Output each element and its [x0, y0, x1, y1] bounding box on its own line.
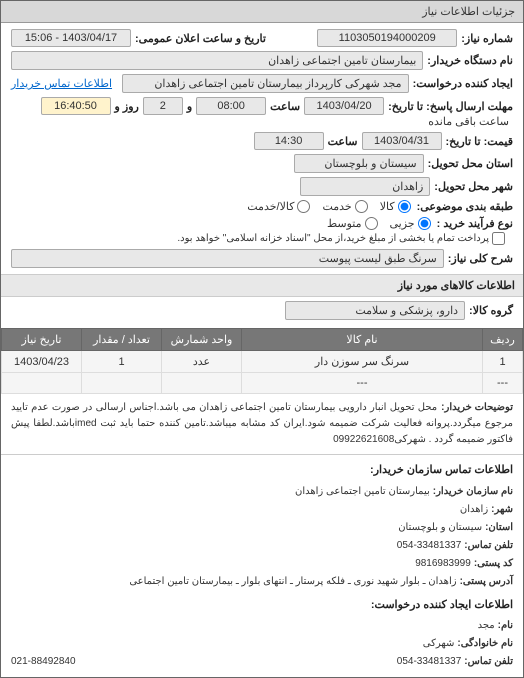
- process-mid-radio[interactable]: متوسط: [327, 217, 378, 230]
- org-contact-heading: اطلاعات تماس سازمان خریدار:: [11, 461, 513, 480]
- deadline-time-label: ساعت: [270, 100, 300, 113]
- form-block: شماره نیاز: 1103050194000209 تاریخ و ساع…: [1, 23, 523, 274]
- process-note-check[interactable]: پرداخت تمام یا بخشی از مبلغ خرید،از محل …: [177, 232, 505, 245]
- budget-goods-radio[interactable]: کالا: [380, 200, 411, 213]
- deadline-date: 1403/04/20: [304, 97, 384, 115]
- budget-goods-text: کالا: [380, 200, 395, 213]
- col-idx: ردیف: [483, 329, 523, 351]
- province-label: استان محل تحویل:: [428, 157, 513, 170]
- city-value: زاهدان: [300, 177, 430, 196]
- budget-type-label: طبقه بندی موضوعی:: [417, 200, 513, 213]
- org-name-label: نام سازمان خریدار:: [433, 486, 513, 497]
- org-phone: 33481337-054: [397, 540, 462, 551]
- announce-value: 1403/04/17 - 15:06: [11, 29, 131, 47]
- buyer-notes-label: توضیحات خریدار:: [441, 400, 513, 416]
- contact-block: اطلاعات تماس سازمان خریدار: نام سازمان خ…: [1, 454, 523, 677]
- buyer-notes-text: محل تحویل انبار دارویی بیمارستان تامین ا…: [11, 402, 513, 445]
- goods-section-title: اطلاعات کالاهای مورد نیاز: [1, 274, 523, 297]
- org-province-label: استان:: [485, 522, 513, 533]
- announce-label: تاریخ و ساعت اعلان عمومی:: [135, 32, 266, 45]
- org-post-label: کد پستی:: [474, 558, 513, 569]
- cell-blank: ---: [483, 373, 523, 394]
- process-label: نوع فرآیند خرید :: [437, 217, 513, 230]
- col-name: نام کالا: [242, 329, 483, 351]
- budget-service-text: خدمت: [322, 200, 351, 213]
- creator-value: مجد شهرکی کارپرداز بیمارستان تامین اجتما…: [122, 74, 409, 93]
- process-mid-text: متوسط: [327, 217, 362, 230]
- remain-and: و: [187, 100, 192, 113]
- contact-link[interactable]: اطلاعات تماس خریدار: [11, 77, 112, 90]
- goods-group-label: گروه کالا:: [469, 304, 513, 317]
- cell-idx: 1: [483, 351, 523, 373]
- col-qty: تعداد / مقدار: [82, 329, 162, 351]
- org-phone-label: تلفن تماس:: [464, 540, 513, 551]
- budget-goodsservice-text: کالا/خدمت: [247, 200, 294, 213]
- deadline-label: مهلت ارسال پاسخ: تا تاریخ:: [388, 100, 513, 113]
- col-unit: واحد شمارش: [162, 329, 242, 351]
- price-until-time-label: ساعت: [328, 135, 358, 148]
- req-no-label: شماره نیاز:: [461, 32, 513, 45]
- table-row: --- ---: [2, 373, 523, 394]
- budget-service-radio[interactable]: خدمت: [322, 200, 367, 213]
- remain-days: 2: [143, 97, 183, 115]
- cname: مجد: [478, 620, 495, 631]
- footer-phone: 021-88492840: [11, 653, 76, 670]
- price-until-date: 1403/04/31: [362, 132, 442, 150]
- cell-date: 1403/04/23: [2, 351, 82, 373]
- org-city: زاهدان: [460, 504, 488, 515]
- goods-group-value: دارو، پزشکی و سلامت: [285, 301, 465, 320]
- cell-unit: عدد: [162, 351, 242, 373]
- cell-blank: ---: [242, 373, 483, 394]
- process-note-text: پرداخت تمام یا بخشی از مبلغ خرید،از محل …: [177, 233, 489, 244]
- org-post: 9816983999: [415, 558, 471, 569]
- process-open-radio[interactable]: جزیی: [390, 217, 431, 230]
- tab-header: جزئیات اطلاعات نیاز: [1, 1, 523, 23]
- table-row: 1 سرنگ سر سوزن دار عدد 1 1403/04/23: [2, 351, 523, 373]
- cphone-label: تلفن تماس:: [464, 656, 513, 667]
- org-province: سیستان و بلوچستان: [398, 522, 482, 533]
- price-until-time: 14:30: [254, 132, 324, 150]
- remain-day-label: روز و: [115, 100, 139, 113]
- process-open-text: جزیی: [390, 217, 415, 230]
- device-label: نام دستگاه خریدار:: [427, 54, 513, 67]
- price-until-label: قیمت: تا تاریخ:: [446, 135, 513, 148]
- goods-table: ردیف نام کالا واحد شمارش تعداد / مقدار ت…: [1, 328, 523, 394]
- org-name: بیمارستان تامین اجتماعی زاهدان: [295, 486, 430, 497]
- req-no-value: 1103050194000209: [317, 29, 457, 47]
- remain-suffix: ساعت باقی مانده: [428, 115, 509, 128]
- province-value: سیستان و بلوچستان: [294, 154, 424, 173]
- col-date: تاریخ نیاز: [2, 329, 82, 351]
- cphone: 33481337-054: [397, 656, 462, 667]
- cfam: شهرکی: [423, 638, 455, 649]
- creator-contact-heading: اطلاعات ایجاد کننده درخواست:: [11, 596, 513, 615]
- creator-label: ایجاد کننده درخواست:: [413, 77, 513, 90]
- overall-label: شرح کلی نیاز:: [448, 252, 513, 265]
- cell-qty: 1: [82, 351, 162, 373]
- org-addr: زاهدان ـ بلوار شهید نوری ـ فلکه پرستار ـ…: [129, 576, 456, 587]
- remain-time: 16:40:50: [41, 97, 111, 115]
- cfam-label: نام خانوادگی:: [457, 638, 513, 649]
- table-header-row: ردیف نام کالا واحد شمارش تعداد / مقدار ت…: [2, 329, 523, 351]
- org-city-label: شهر:: [491, 504, 513, 515]
- org-addr-label: آدرس پستی:: [460, 576, 513, 587]
- deadline-time: 08:00: [196, 97, 266, 115]
- device-value: بیمارستان تامین اجتماعی زاهدان: [11, 51, 423, 70]
- budget-goodsservice-radio[interactable]: کالا/خدمت: [247, 200, 310, 213]
- city-label: شهر محل تحویل:: [434, 180, 513, 193]
- cell-name: سرنگ سر سوزن دار: [242, 351, 483, 373]
- cname-label: نام:: [498, 620, 513, 631]
- buyer-notes-block: توضیحات خریدار: محل تحویل انبار دارویی ب…: [1, 394, 523, 454]
- overall-value: سرنگ طبق لیست پیوست: [11, 249, 444, 268]
